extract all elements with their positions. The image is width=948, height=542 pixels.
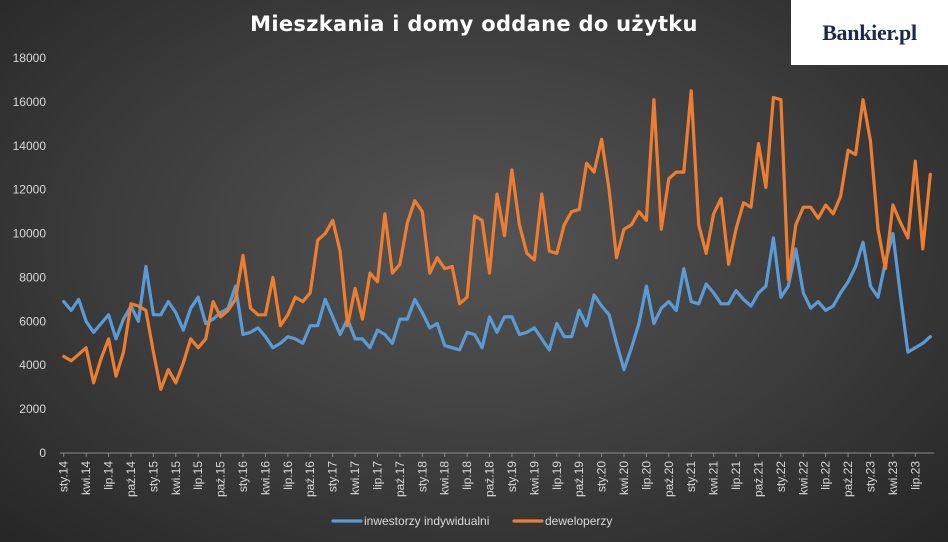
x-tick-label: kwi.16 <box>258 461 272 495</box>
x-tick-label: kwi.17 <box>348 461 362 495</box>
x-tick-label: sty.15 <box>146 461 160 492</box>
x-tick-label: kwi.23 <box>886 461 900 495</box>
chart-title: Mieszkania i domy oddane do użytku <box>250 12 698 36</box>
y-tick-label: 0 <box>39 446 46 460</box>
legend-label: inwestorzy indywidualni <box>364 514 489 528</box>
x-tick-label: paź.19 <box>572 461 586 497</box>
x-tick-label: kwi.21 <box>707 461 721 495</box>
y-tick-label: 6000 <box>19 314 46 328</box>
x-tick-label: sty.16 <box>236 461 250 492</box>
x-tick-label: kwi.19 <box>527 461 541 495</box>
y-tick-label: 12000 <box>13 183 47 197</box>
x-tick-label: lip.21 <box>729 461 743 490</box>
x-tick-label: kwi.18 <box>438 461 452 495</box>
x-tick-label: paź.16 <box>303 461 317 497</box>
x-tick-label: kwi.14 <box>79 461 93 495</box>
x-tick-label: kwi.15 <box>169 461 183 495</box>
x-tick-label: sty.22 <box>774 461 788 492</box>
bankier-logo: Bankier.pl <box>791 0 948 65</box>
x-tick-label: paź.14 <box>124 461 138 497</box>
x-tick-label: lip.16 <box>281 461 295 490</box>
x-tick-label: lip.23 <box>908 461 922 490</box>
y-tick-label: 10000 <box>13 227 47 241</box>
x-tick-label: lip.22 <box>819 461 833 490</box>
x-tick-label: lip.15 <box>191 461 205 490</box>
y-tick-label: 2000 <box>19 402 46 416</box>
x-tick-label: paź.18 <box>483 461 497 497</box>
y-tick-label: 18000 <box>13 51 47 65</box>
x-tick-label: paź.21 <box>751 461 765 497</box>
x-tick-label: sty.17 <box>326 461 340 492</box>
x-tick-label: sty.20 <box>595 461 609 492</box>
x-tick-label: paź.20 <box>662 461 676 497</box>
series-line-inwestorzy <box>62 232 932 372</box>
x-tick-label: lip.14 <box>102 461 116 490</box>
x-tick-label: sty.21 <box>684 461 698 492</box>
x-tick-label: kwi.22 <box>796 461 810 495</box>
logo-text: Bankier.pl <box>822 19 917 45</box>
series-line-deweloperzy <box>62 89 932 391</box>
x-tick-label: lip.20 <box>639 461 653 490</box>
x-tick-label: lip.19 <box>550 461 564 490</box>
y-tick-label: 4000 <box>19 358 46 372</box>
x-tick-label: kwi.20 <box>617 461 631 495</box>
x-tick-label: paź.15 <box>214 461 228 497</box>
legend-label: deweloperzy <box>545 514 612 528</box>
y-tick-label: 8000 <box>19 270 46 284</box>
x-tick-label: sty.14 <box>57 461 71 492</box>
x-tick-label: sty.19 <box>505 461 519 492</box>
x-tick-label: lip.18 <box>460 461 474 490</box>
y-tick-label: 16000 <box>13 95 47 109</box>
x-tick-label: paź.17 <box>393 461 407 497</box>
y-tick-label: 14000 <box>13 139 47 153</box>
x-tick-label: sty.18 <box>415 461 429 492</box>
x-tick-label: paź.22 <box>841 461 855 497</box>
x-tick-label: lip.17 <box>370 461 384 490</box>
x-tick-label: sty.23 <box>864 461 878 492</box>
